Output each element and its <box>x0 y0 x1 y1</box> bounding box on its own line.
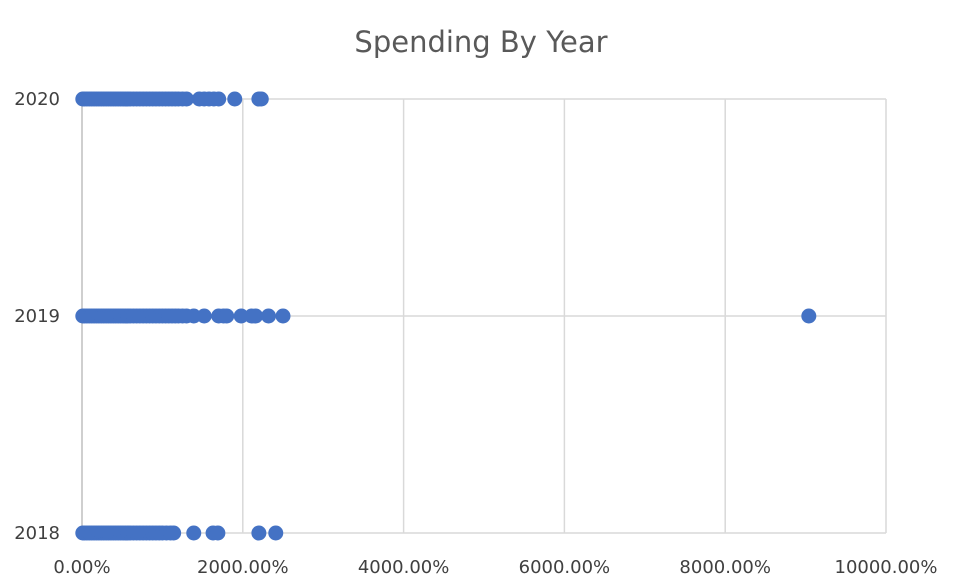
data-point <box>251 525 267 541</box>
data-point <box>210 525 226 541</box>
tick-labels: 0.00% 2000.00% 4000.00% 6000.00% 8000.00% 100… <box>14 89 937 578</box>
y-tick-label: 2018 <box>14 523 60 544</box>
data-point <box>248 308 264 324</box>
data-point <box>275 308 291 324</box>
data-point <box>268 525 284 541</box>
data-points <box>75 91 817 541</box>
x-tick-label: 8000.00% <box>679 557 771 578</box>
data-point <box>219 308 235 324</box>
data-point <box>211 91 227 107</box>
data-point <box>261 308 277 324</box>
data-point <box>227 91 243 107</box>
x-tick-label: 4000.00% <box>358 557 450 578</box>
x-tick-label: 0.00% <box>53 557 110 578</box>
data-point <box>233 308 249 324</box>
data-point <box>179 91 195 107</box>
data-point <box>801 308 817 324</box>
y-tick-label: 2020 <box>14 89 60 110</box>
data-point <box>166 525 182 541</box>
data-point <box>196 308 212 324</box>
data-point <box>186 308 202 324</box>
data-point <box>186 525 202 541</box>
data-point <box>253 91 269 107</box>
x-tick-label: 10000.00% <box>835 557 938 578</box>
x-tick-label: 6000.00% <box>519 557 611 578</box>
y-tick-label: 2019 <box>14 306 60 327</box>
x-tick-label: 2000.00% <box>197 557 289 578</box>
chart-title: Spending By Year <box>354 25 607 59</box>
